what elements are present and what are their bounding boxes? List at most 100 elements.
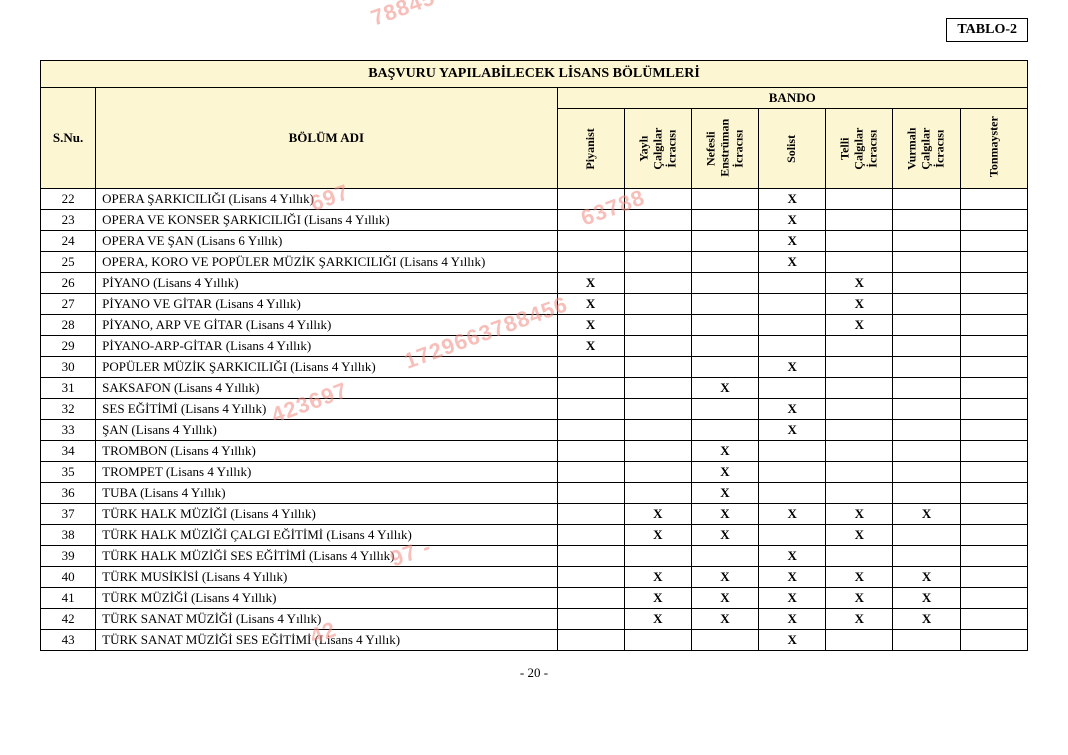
table-row: 29PİYANO-ARP-GİTAR (Lisans 4 Yıllık)X [41, 336, 1028, 357]
cell-snu: 35 [41, 462, 96, 483]
cell-snu: 40 [41, 567, 96, 588]
cell-snu: 36 [41, 483, 96, 504]
cell-mark: X [759, 609, 826, 630]
table-row: 24OPERA VE ŞAN (Lisans 6 Yıllık)X [41, 231, 1028, 252]
cell-mark [557, 483, 624, 504]
cell-mark [960, 210, 1027, 231]
cell-snu: 31 [41, 378, 96, 399]
cell-mark [960, 546, 1027, 567]
cell-mark: X [759, 630, 826, 651]
cell-name: TÜRK SANAT MÜZİĞİ (Lisans 4 Yıllık) [96, 609, 557, 630]
cell-mark: X [624, 588, 691, 609]
cell-mark: X [691, 483, 758, 504]
table-row: 32SES EĞİTİMİ (Lisans 4 Yıllık)X [41, 399, 1028, 420]
cell-mark [893, 252, 960, 273]
cell-mark: X [893, 588, 960, 609]
page-number: - 20 - [40, 665, 1028, 681]
cell-snu: 29 [41, 336, 96, 357]
cell-name: OPERA ŞARKICILIĞI (Lisans 4 Yıllık) [96, 189, 557, 210]
table-row: 26PİYANO (Lisans 4 Yıllık)XX [41, 273, 1028, 294]
cell-mark [960, 525, 1027, 546]
header-col-4: TelliÇalgılarİcracısı [826, 109, 893, 189]
cell-mark [557, 441, 624, 462]
table-row: 27PİYANO VE GİTAR (Lisans 4 Yıllık)XX [41, 294, 1028, 315]
cell-mark [826, 630, 893, 651]
cell-mark [893, 546, 960, 567]
cell-mark [557, 252, 624, 273]
cell-mark [624, 420, 691, 441]
cell-mark [624, 294, 691, 315]
cell-snu: 42 [41, 609, 96, 630]
cell-mark: X [826, 294, 893, 315]
table-row: 25OPERA, KORO VE POPÜLER MÜZİK ŞARKICILI… [41, 252, 1028, 273]
cell-mark [960, 315, 1027, 336]
cell-mark [893, 231, 960, 252]
cell-mark [691, 546, 758, 567]
cell-snu: 34 [41, 441, 96, 462]
cell-snu: 43 [41, 630, 96, 651]
table-row: 36TUBA (Lisans 4 Yıllık)X [41, 483, 1028, 504]
table-row: 37TÜRK HALK MÜZİĞİ (Lisans 4 Yıllık)XXXX… [41, 504, 1028, 525]
cell-mark [624, 252, 691, 273]
cell-mark [557, 525, 624, 546]
cell-mark: X [691, 462, 758, 483]
cell-name: PİYANO, ARP VE GİTAR (Lisans 4 Yıllık) [96, 315, 557, 336]
cell-name: PİYANO VE GİTAR (Lisans 4 Yıllık) [96, 294, 557, 315]
cell-mark: X [893, 609, 960, 630]
cell-snu: 28 [41, 315, 96, 336]
cell-mark: X [826, 525, 893, 546]
table-title: BAŞVURU YAPILABİLECEK LİSANS BÖLÜMLERİ [41, 61, 1028, 88]
cell-mark: X [826, 567, 893, 588]
cell-mark [960, 357, 1027, 378]
cell-mark: X [691, 525, 758, 546]
cell-mark [893, 357, 960, 378]
cell-mark [960, 294, 1027, 315]
cell-mark [624, 231, 691, 252]
cell-mark [960, 336, 1027, 357]
table-row: 35TROMPET (Lisans 4 Yıllık)X [41, 462, 1028, 483]
cell-mark [691, 315, 758, 336]
cell-snu: 32 [41, 399, 96, 420]
cell-mark: X [624, 609, 691, 630]
cell-mark [557, 504, 624, 525]
cell-name: TÜRK HALK MÜZİĞİ SES EĞİTİMİ (Lisans 4 Y… [96, 546, 557, 567]
cell-mark [826, 420, 893, 441]
cell-mark: X [759, 210, 826, 231]
cell-mark [557, 462, 624, 483]
cell-mark [826, 378, 893, 399]
cell-mark [691, 630, 758, 651]
cell-mark: X [691, 588, 758, 609]
cell-mark: X [624, 567, 691, 588]
cell-mark [557, 210, 624, 231]
cell-snu: 38 [41, 525, 96, 546]
cell-mark [960, 273, 1027, 294]
cell-mark [960, 231, 1027, 252]
table-row: 43TÜRK SANAT MÜZİĞİ SES EĞİTİMİ (Lisans … [41, 630, 1028, 651]
cell-mark: X [691, 567, 758, 588]
header-bolum: BÖLÜM ADI [96, 88, 557, 189]
cell-mark [960, 399, 1027, 420]
cell-mark [960, 252, 1027, 273]
cell-mark [893, 294, 960, 315]
cell-mark: X [826, 609, 893, 630]
table-row: 22OPERA ŞARKICILIĞI (Lisans 4 Yıllık)X [41, 189, 1028, 210]
cell-mark [557, 420, 624, 441]
cell-mark [759, 378, 826, 399]
cell-mark [960, 483, 1027, 504]
cell-mark [557, 567, 624, 588]
cell-mark: X [691, 441, 758, 462]
cell-mark [826, 441, 893, 462]
cell-mark: X [826, 273, 893, 294]
cell-mark [826, 546, 893, 567]
cell-snu: 37 [41, 504, 96, 525]
cell-mark [960, 630, 1027, 651]
table-body: 22OPERA ŞARKICILIĞI (Lisans 4 Yıllık)X23… [41, 189, 1028, 651]
cell-mark: X [759, 231, 826, 252]
cell-mark: X [893, 567, 960, 588]
cell-name: OPERA VE KONSER ŞARKICILIĞI (Lisans 4 Yı… [96, 210, 557, 231]
header-col-0: Piyanist [557, 109, 624, 189]
table-row: 40TÜRK MUSİKİSİ (Lisans 4 Yıllık)XXXXX [41, 567, 1028, 588]
cell-mark: X [759, 546, 826, 567]
cell-mark [624, 462, 691, 483]
cell-mark: X [691, 609, 758, 630]
